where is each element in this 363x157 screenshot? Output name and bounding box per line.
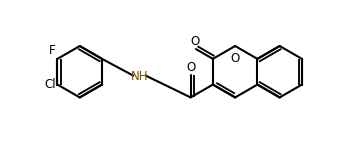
Text: O: O <box>191 35 200 48</box>
Text: O: O <box>231 52 240 65</box>
Text: O: O <box>186 61 195 74</box>
Text: NH: NH <box>131 70 148 83</box>
Text: Cl: Cl <box>44 78 56 91</box>
Text: F: F <box>49 44 56 57</box>
